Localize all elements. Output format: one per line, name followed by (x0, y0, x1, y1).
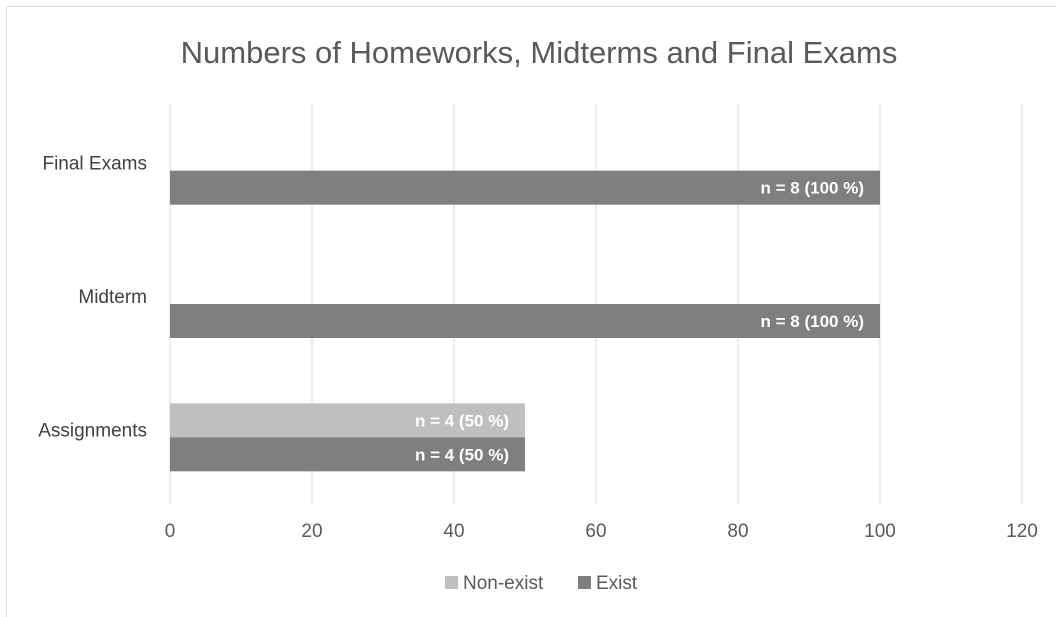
legend-swatch (578, 576, 591, 589)
y-category-label: Midterm (78, 287, 147, 308)
legend-swatch (445, 576, 458, 589)
x-tick-label: 120 (1006, 521, 1038, 542)
bar-exist (170, 437, 525, 472)
y-category-label: Assignments (38, 420, 147, 441)
data-label: n = 4 (50 %) (415, 445, 509, 464)
data-labels: n = 4 (50 %) n = 4 (50 %) n = 8 (100 %) n =… (415, 179, 864, 465)
data-label: n = 8 (100 %) (761, 312, 864, 331)
data-label: n = 4 (50 %) (415, 411, 509, 430)
x-tick-label: 0 (165, 521, 176, 542)
x-axis-ticks: 0 20 40 60 80 100 120 (165, 521, 1038, 542)
y-category-label: Final Exams (42, 154, 147, 175)
x-tick-label: 20 (301, 521, 322, 542)
y-axis-categories: Assignments Midterm Final Exams (38, 154, 147, 442)
bar-exist (170, 304, 880, 338)
chart-frame (6, 6, 1056, 617)
legend: Non-exist Exist (445, 573, 638, 594)
bars (170, 170, 880, 472)
x-tick-label: 60 (585, 521, 606, 542)
x-tick-label: 40 (443, 521, 464, 542)
bar-exist (170, 170, 880, 205)
legend-label: Non-exist (463, 573, 544, 594)
x-tick-label: 80 (727, 521, 748, 542)
bar-non-exist (170, 403, 525, 438)
data-label: n = 8 (100 %) (761, 179, 864, 198)
legend-label: Exist (596, 573, 638, 594)
chart-title: Numbers of Homeworks, Midterms and Final… (181, 35, 898, 70)
x-tick-label: 100 (864, 521, 896, 542)
